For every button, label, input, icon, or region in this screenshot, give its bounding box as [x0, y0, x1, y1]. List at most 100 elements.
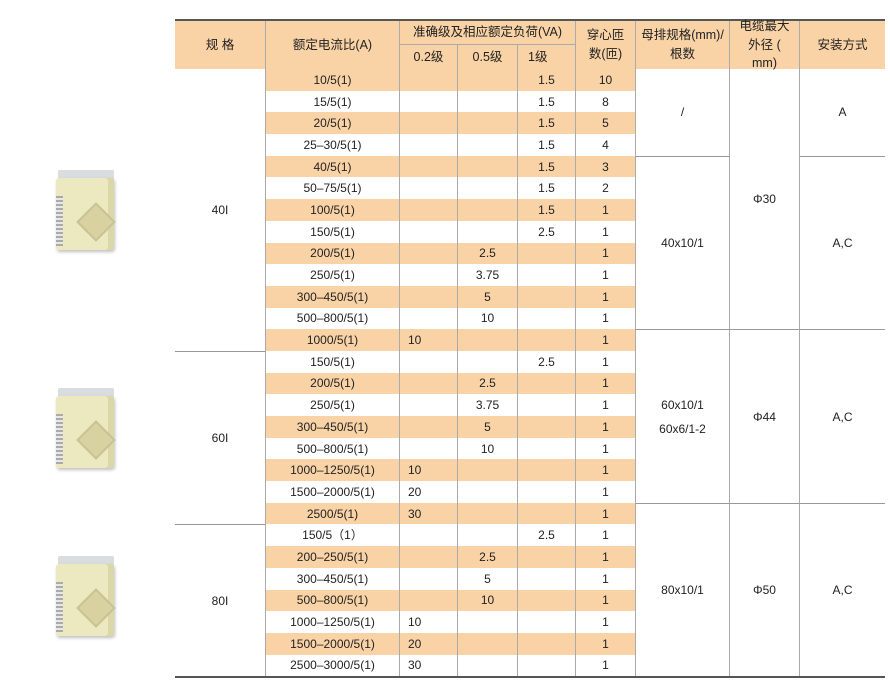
class-05-cell [458, 611, 518, 633]
class-02-cell [400, 90, 458, 113]
class-1-cell [518, 416, 576, 438]
ratio-cell: 1000–1250/5(1) [265, 459, 400, 482]
turns-cell: 4 [576, 134, 636, 156]
ratio-cell: 200/5(1) [265, 242, 400, 265]
header-class-05: 0.5级 [458, 45, 518, 69]
class-1-cell [518, 437, 576, 460]
class-02-cell: 20 [400, 632, 458, 655]
class-1-cell [518, 567, 576, 590]
ratio-cell: 15/5(1) [265, 90, 400, 113]
cable-group-cell: Φ44 [730, 329, 800, 503]
class-02-cell: 30 [400, 502, 458, 525]
class-02-cell [400, 546, 458, 568]
turns-cell: 1 [576, 524, 636, 547]
header-mount: 安装方式 [800, 21, 885, 69]
ratio-cell: 1000/5(1) [265, 329, 400, 351]
turns-cell: 10 [576, 69, 636, 91]
cable-group-cell: Φ30 [730, 69, 800, 330]
mount-group-cell: A,C [800, 502, 885, 677]
class-1-cell [518, 285, 576, 308]
class-05-cell [458, 481, 518, 503]
ratio-cell: 10/5(1) [265, 69, 400, 91]
ratio-cell: 500–800/5(1) [265, 307, 400, 330]
class-1-cell [518, 546, 576, 568]
class-02-cell [400, 437, 458, 460]
class-02-cell [400, 155, 458, 178]
header-spec: 规 格 [175, 21, 265, 69]
header-class-02: 0.2级 [400, 45, 458, 69]
turns-cell: 8 [576, 90, 636, 113]
class-05-cell [458, 155, 518, 178]
class-02-cell [400, 242, 458, 265]
class-1-cell [518, 589, 576, 612]
class-1-cell [518, 654, 576, 677]
ratio-cell: 200–250/5(1) [265, 546, 400, 568]
cable-group-cell: Φ50 [730, 502, 800, 677]
class-05-cell: 10 [458, 589, 518, 612]
ratio-cell: 250/5(1) [265, 394, 400, 416]
class-1-cell: 1.5 [518, 90, 576, 113]
ratio-cell: 300–450/5(1) [265, 567, 400, 590]
class-05-cell: 5 [458, 416, 518, 438]
turns-cell: 1 [576, 611, 636, 633]
turns-cell: 1 [576, 285, 636, 308]
class-1-cell: 2.5 [518, 350, 576, 373]
class-02-cell [400, 285, 458, 308]
header-class-1: 1级 [518, 45, 576, 69]
ratio-cell: 20/5(1) [265, 112, 400, 135]
class-02-cell: 10 [400, 459, 458, 482]
class-05-cell [458, 654, 518, 677]
ratio-cell: 50–75/5(1) [265, 177, 400, 200]
class-02-cell [400, 69, 458, 91]
specs-group-cell: 80I [175, 524, 265, 676]
class-1-cell [518, 459, 576, 482]
turns-cell: 1 [576, 632, 636, 655]
class-1-cell: 2.5 [518, 524, 576, 547]
ratio-cell: 1000–1250/5(1) [265, 611, 400, 633]
turns-cell: 1 [576, 416, 636, 438]
class-05-cell [458, 524, 518, 547]
specs-group-cell: 60I [175, 350, 265, 525]
class-1-cell [518, 329, 576, 351]
class-05-cell: 2.5 [458, 242, 518, 265]
class-05-cell: 10 [458, 307, 518, 330]
header-busbar: 母排规格(mm)/根数 [636, 21, 730, 69]
class-1-cell: 2.5 [518, 220, 576, 243]
header-ratio: 额定电流比(A) [265, 21, 400, 69]
class-1-cell: 1.5 [518, 155, 576, 178]
turns-cell: 1 [576, 350, 636, 373]
mount-group-cell: A,C [800, 155, 885, 330]
turns-cell: 1 [576, 394, 636, 416]
class-02-cell [400, 112, 458, 135]
busbar-group-cell: 60x10/1 60x6/1-2 [636, 329, 730, 503]
header-turns: 穿心匝数(匝) [576, 21, 636, 69]
class-05-cell [458, 350, 518, 373]
turns-cell: 1 [576, 589, 636, 612]
class-02-cell [400, 199, 458, 221]
class-02-cell [400, 589, 458, 612]
class-1-cell [518, 502, 576, 525]
turns-cell: 1 [576, 567, 636, 590]
ratio-cell: 40/5(1) [265, 155, 400, 178]
class-1-cell [518, 264, 576, 286]
class-02-cell: 30 [400, 654, 458, 677]
turns-cell: 1 [576, 437, 636, 460]
ratio-cell: 25–30/5(1) [265, 134, 400, 156]
class-05-cell: 5 [458, 285, 518, 308]
class-02-cell [400, 567, 458, 590]
class-1-cell [518, 307, 576, 330]
class-02-cell [400, 394, 458, 416]
ratio-cell: 150/5（1） [265, 524, 400, 547]
busbar-group-cell: 40x10/1 [636, 155, 730, 330]
busbar-group-cell: / [636, 69, 730, 156]
class-05-cell [458, 199, 518, 221]
class-05-cell: 2.5 [458, 372, 518, 395]
turns-cell: 1 [576, 502, 636, 525]
product-image-40i [50, 170, 116, 250]
class-05-cell: 2.5 [458, 546, 518, 568]
class-1-cell [518, 242, 576, 265]
class-05-cell [458, 134, 518, 156]
class-05-cell: 3.75 [458, 264, 518, 286]
mount-group-cell: A,C [800, 329, 885, 503]
spec-table: 规 格 额定电流比(A) 准确级及相应额定负荷(VA) 0.2级 0.5级 1级… [175, 19, 885, 679]
